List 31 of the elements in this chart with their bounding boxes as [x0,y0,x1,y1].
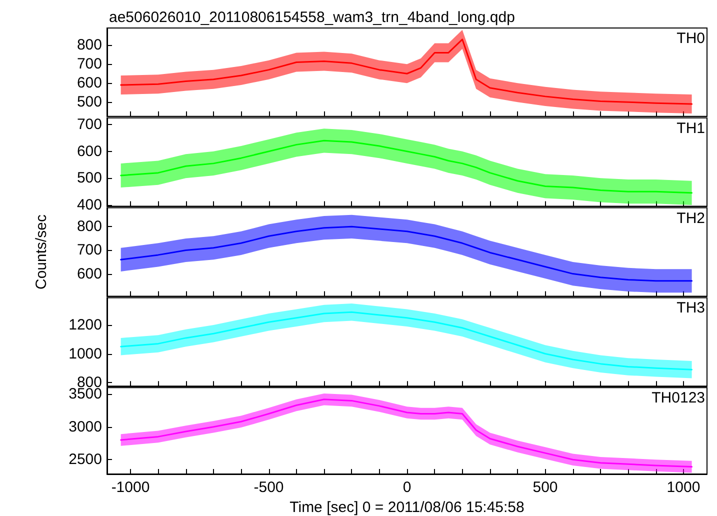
y-tick-label: 700 [76,116,102,134]
line-series [120,311,693,370]
y-tick-label: 600 [76,142,102,160]
y-tick-label: 2500 [68,451,102,468]
x-axis-title: Time [sec] 0 = 2011/08/06 15:45:58 [290,499,524,516]
chart-title: ae506026010_20110806154558_wam3_trn_4band_long.qdp [109,9,515,26]
line-series [120,140,693,194]
line-series [120,226,693,282]
annotation: TH2 [676,210,706,227]
annotation: TH3 [676,300,706,317]
x-tick-label: -1000 [111,479,150,496]
y-tick-label: 700 [76,56,102,73]
annotation: TH1 [676,120,706,137]
y-tick-label: 500 [76,170,102,187]
x-tick-label: 0 [402,479,412,496]
y-axis-title: Counts/sec [33,214,50,290]
x-tick-label: 1000 [666,479,700,496]
y-tick-label: 800 [76,36,102,54]
y-tick-label: 400 [76,196,102,214]
x-tick-label: -500 [254,479,284,496]
y-tick-label: 500 [76,94,102,111]
y-tick-label: 700 [76,242,102,259]
x-tick-label: 500 [532,479,558,496]
y-tick-label: 1000 [68,345,102,362]
y-tick-label: 1200 [68,316,102,334]
y-tick-label: 3000 [68,418,102,436]
annotation: TH0123 [652,390,706,407]
y-tick-label: 600 [76,74,102,92]
y-tick-label: 600 [76,265,102,282]
annotation: TH0 [676,30,706,47]
y-tick-label: 800 [76,218,102,236]
